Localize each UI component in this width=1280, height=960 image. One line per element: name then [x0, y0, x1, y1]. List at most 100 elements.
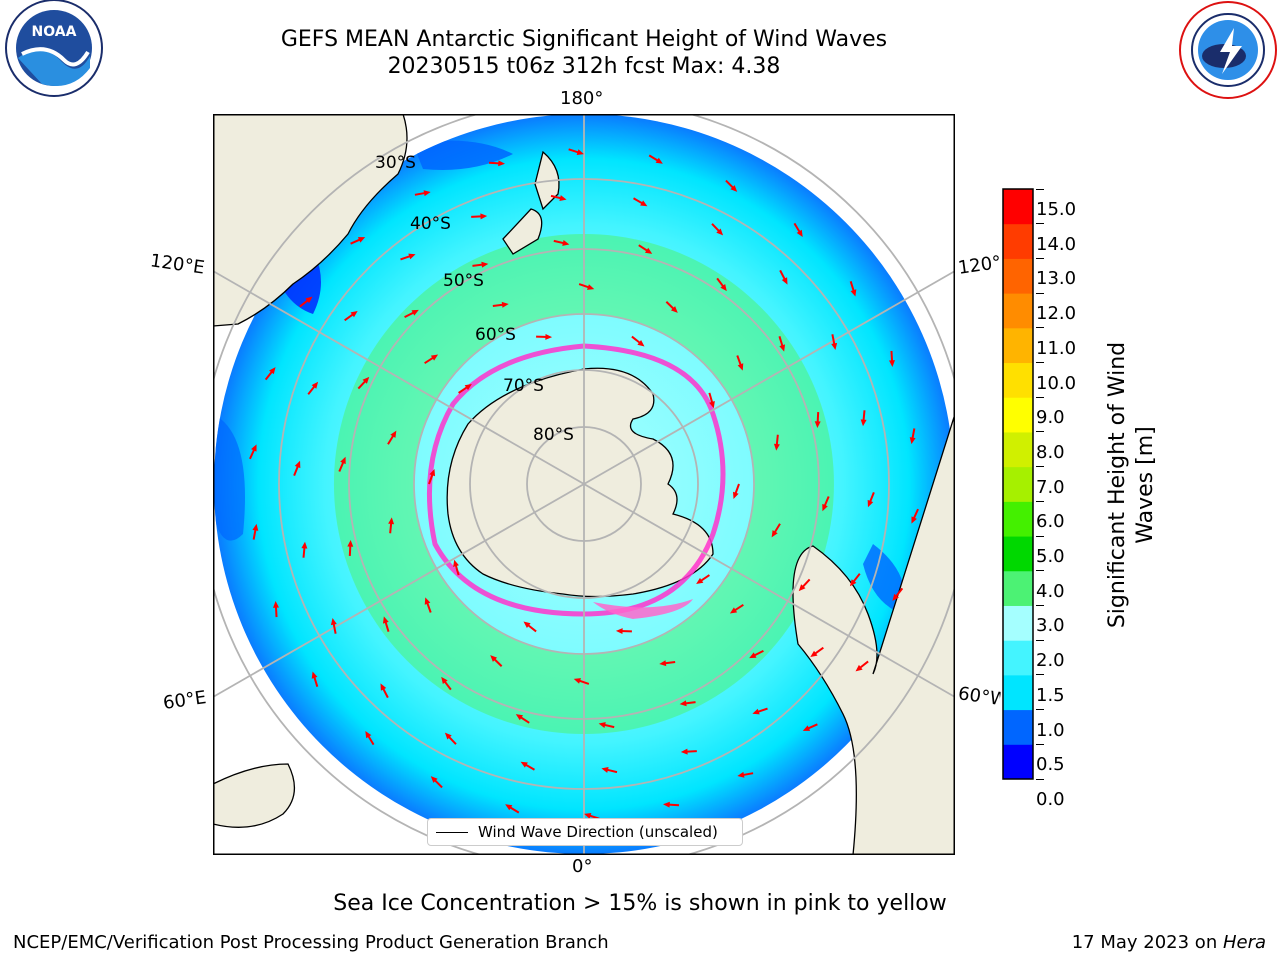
colorbar-tick: 10.0: [1036, 352, 1076, 394]
title-line-1: GEFS MEAN Antarctic Significant Height o…: [280, 27, 888, 52]
wave-arrow-head: [911, 516, 917, 524]
colorbar-cell: [1003, 674, 1033, 711]
colorbar-cell: [1003, 431, 1033, 468]
colorbar-tick-label: 14.0: [1036, 233, 1077, 255]
colorbar-cell: [1003, 223, 1033, 259]
wave-arrow-head: [430, 776, 438, 783]
wave-arrow-head: [716, 228, 724, 236]
colorbar-tick-label: 0.0: [1036, 789, 1065, 810]
wave-arrow-head: [388, 517, 395, 525]
colorbar-tick: 1.5: [1036, 664, 1065, 706]
colorbar-tick-label: 12.0: [1036, 303, 1077, 325]
wave-arrow-head: [545, 333, 553, 340]
lon-label-60e: 60°E: [161, 687, 208, 714]
wave-arrow-head: [696, 577, 704, 585]
wave-arrow-head: [520, 761, 528, 768]
wave-arrow-head: [855, 664, 863, 672]
colorbar-cell: [1003, 605, 1033, 641]
wave-arrow-head: [798, 584, 806, 592]
wave-arrow-head: [444, 732, 452, 740]
wave-arrow-head: [562, 240, 570, 246]
lat-label-80: 80°S: [533, 425, 574, 445]
colorbar-tick-label: 1.0: [1036, 719, 1065, 741]
wave-arrow-head: [822, 503, 828, 512]
lon-label-60w: 60°W: [956, 683, 1002, 710]
lon-label-0: 0°: [572, 856, 593, 877]
wave-arrow-head: [637, 339, 645, 347]
colorbar-label-line-1: Significant Height of Wind: [1105, 341, 1130, 629]
colorbar-tick-label: 13.0: [1036, 268, 1077, 290]
wave-arrow-head: [831, 342, 838, 351]
wave-arrow-head: [737, 771, 745, 778]
wave-arrow-head: [814, 421, 821, 429]
wave-arrow-head: [273, 601, 279, 608]
colorbar-tick-label: 10.0: [1036, 372, 1077, 394]
wave-arrow-head: [408, 253, 416, 260]
wave-arrow-head: [380, 683, 387, 691]
colorbar-cell: [1003, 501, 1033, 537]
wave-arrow-head: [640, 200, 648, 207]
wave-arrow-head: [365, 730, 372, 739]
wave-arrow-head: [860, 419, 867, 427]
wave-arrow-head: [559, 195, 567, 201]
wave-arrow-head: [771, 530, 778, 538]
wave-arrow-head: [382, 616, 389, 624]
colorbar-tick-label: 4.0: [1036, 580, 1065, 602]
wind-wave-arrows: [249, 148, 919, 820]
noara-logo: NOAA: [5, 0, 103, 97]
wave-arrow-head: [340, 456, 346, 465]
colorbar-tick-label: 8.0: [1036, 441, 1065, 463]
wave-arrow-head: [498, 160, 505, 167]
colorbar-tick: 0.0: [1036, 768, 1065, 810]
wave-arrow-head: [453, 559, 459, 567]
wave-arrow-head: [850, 289, 857, 297]
wave-arrow-head: [573, 678, 581, 684]
colorbar-tick: 0.5: [1036, 733, 1065, 775]
colorbar-cell: [1003, 744, 1033, 780]
colorbar-tick: 13.0: [1036, 247, 1076, 289]
footer-branch: NCEP/EMC/Verification Post Processing Pr…: [13, 932, 609, 953]
colorbar-cell: [1003, 189, 1033, 225]
colorbar-tick-label: 1.5: [1036, 684, 1065, 706]
footer-machine: Hera: [1222, 932, 1266, 953]
wave-arrow-head: [505, 804, 513, 811]
colorbar-tick-label: 6.0: [1036, 511, 1065, 533]
wave-arrow-head: [347, 539, 354, 547]
footer-date-text: 17 May 2023 on: [1071, 932, 1223, 953]
colorbar-tick: 9.0: [1036, 386, 1065, 428]
wave-arrow-head: [390, 430, 397, 438]
wave-arrow-head: [490, 655, 498, 662]
wave-arrow-head: [587, 284, 595, 290]
footer-date: 17 May 2023 on Hera: [1072, 932, 1266, 953]
wave-arrow-head: [709, 401, 715, 409]
colorbar-tick: 8.0: [1036, 421, 1065, 463]
colorbar-label-line-2: Waves [m]: [1133, 426, 1158, 544]
colorbar-tick-label: 15.0: [1036, 199, 1077, 220]
wave-arrow-head: [357, 237, 366, 243]
wave-arrow-head: [680, 748, 688, 755]
wave-arrow-head: [362, 376, 370, 384]
graticule: [213, 114, 955, 855]
wave-arrow-head: [849, 579, 857, 587]
wave-arrow-head: [679, 700, 687, 707]
colorbar-cell: [1003, 258, 1033, 294]
colorbar-tick: 7.0: [1036, 456, 1065, 498]
wave-arrow-head: [441, 676, 448, 685]
wave-arrow-head: [779, 344, 786, 352]
wave-arrow-head: [598, 722, 606, 728]
wave-arrow-head: [501, 301, 509, 308]
colorbar-tick: 12.0: [1036, 282, 1076, 324]
colorbar-tick-label: 9.0: [1036, 407, 1065, 429]
wave-arrow-head: [810, 650, 818, 658]
map-frame: [213, 114, 955, 855]
colorbar-tick-label: 11.0: [1036, 337, 1077, 359]
wave-arrow-head: [802, 725, 811, 731]
nws-logo: [1179, 1, 1277, 99]
lat-label-40: 40°S: [410, 214, 451, 234]
colorbar-tick: 14.0: [1036, 213, 1076, 255]
wave-arrow-head: [720, 283, 727, 292]
wave-arrow-head: [615, 628, 623, 635]
legend-line-symbol: [436, 831, 468, 833]
lat-label-70: 70°S: [503, 376, 544, 396]
wave-arrow-head: [655, 157, 663, 164]
